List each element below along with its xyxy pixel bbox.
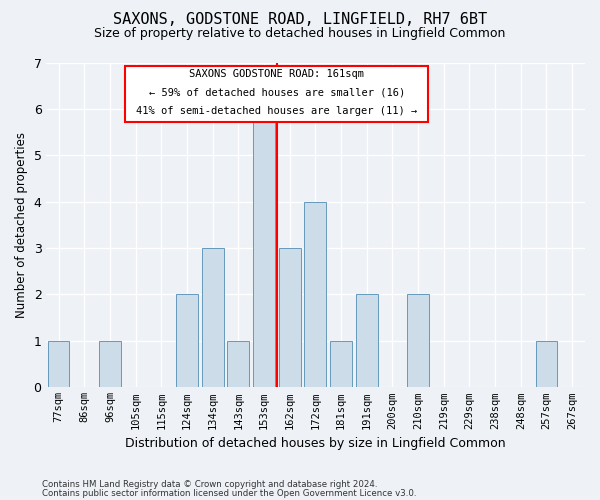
Bar — [202, 248, 224, 387]
Text: Contains public sector information licensed under the Open Government Licence v3: Contains public sector information licen… — [42, 488, 416, 498]
Bar — [407, 294, 429, 387]
Bar — [253, 109, 275, 387]
Text: SAXONS, GODSTONE ROAD, LINGFIELD, RH7 6BT: SAXONS, GODSTONE ROAD, LINGFIELD, RH7 6B… — [113, 12, 487, 28]
Bar — [279, 248, 301, 387]
Bar — [330, 340, 352, 387]
Bar — [356, 294, 377, 387]
Text: ← 59% of detached houses are smaller (16): ← 59% of detached houses are smaller (16… — [149, 87, 405, 97]
Y-axis label: Number of detached properties: Number of detached properties — [15, 132, 28, 318]
Bar — [304, 202, 326, 387]
Bar — [47, 340, 70, 387]
Text: Contains HM Land Registry data © Crown copyright and database right 2024.: Contains HM Land Registry data © Crown c… — [42, 480, 377, 489]
Bar — [125, 66, 428, 122]
Bar — [536, 340, 557, 387]
Bar — [99, 340, 121, 387]
Bar — [176, 294, 198, 387]
Text: 41% of semi-detached houses are larger (11) →: 41% of semi-detached houses are larger (… — [136, 106, 418, 116]
Text: Size of property relative to detached houses in Lingfield Common: Size of property relative to detached ho… — [94, 28, 506, 40]
Bar — [227, 340, 249, 387]
Text: SAXONS GODSTONE ROAD: 161sqm: SAXONS GODSTONE ROAD: 161sqm — [190, 68, 364, 78]
X-axis label: Distribution of detached houses by size in Lingfield Common: Distribution of detached houses by size … — [125, 437, 506, 450]
